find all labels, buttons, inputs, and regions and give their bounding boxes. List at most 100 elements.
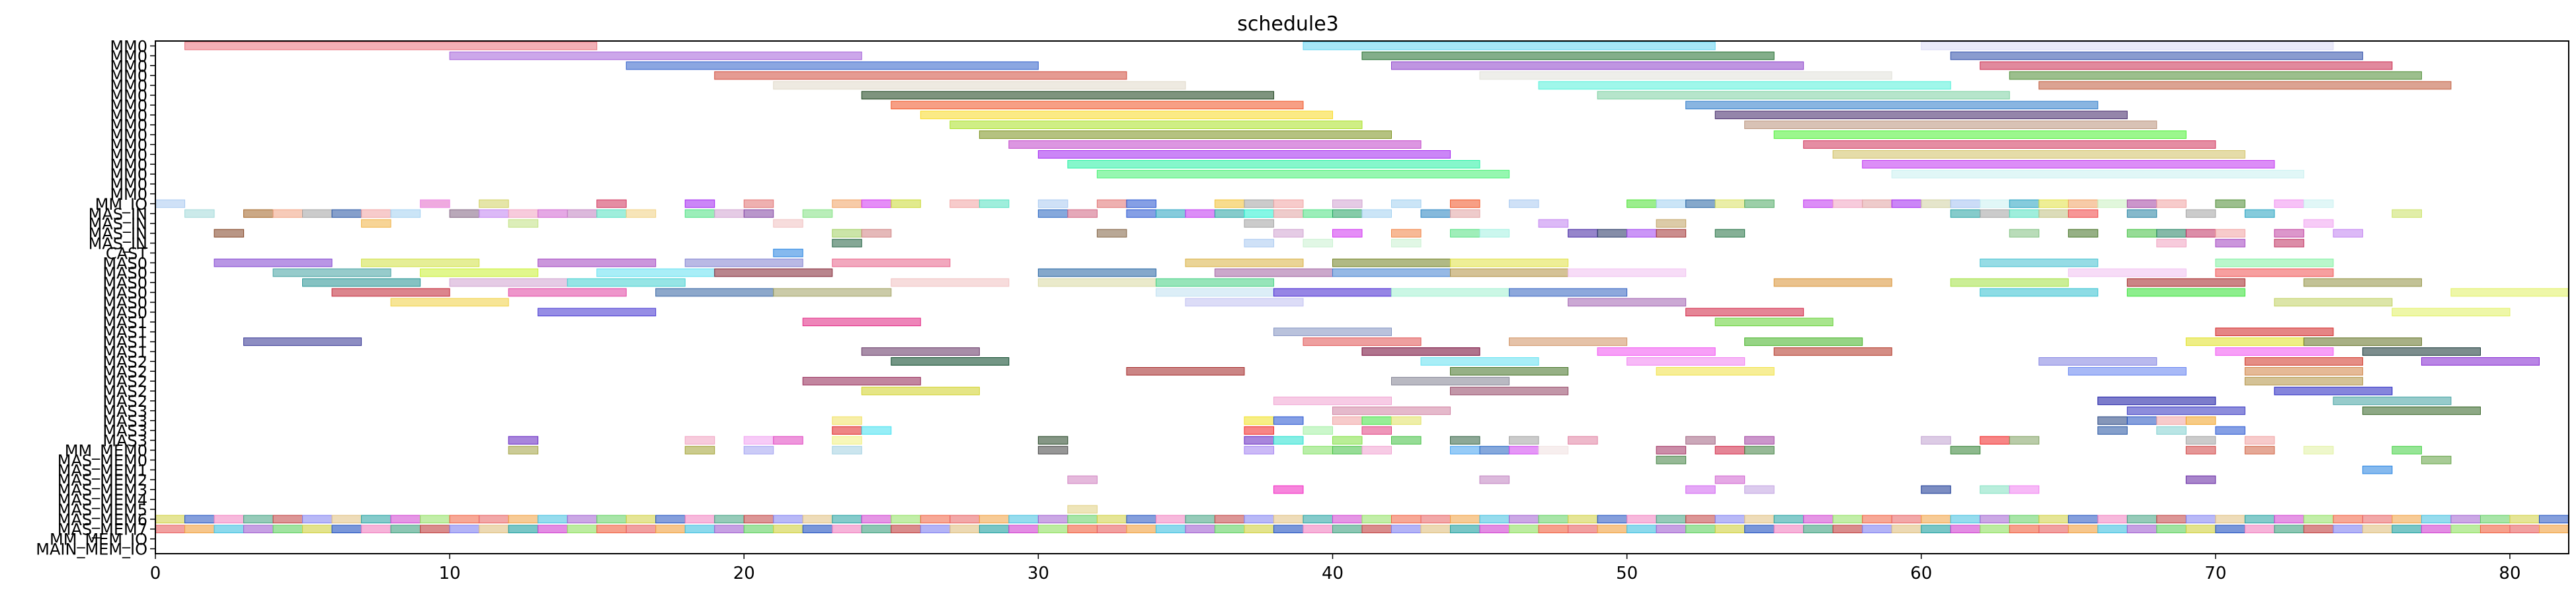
task-bar <box>1627 525 1657 534</box>
task-bar <box>596 515 627 524</box>
task-bar <box>2185 475 2216 484</box>
y-tick-label: MAS0 <box>102 264 147 282</box>
task-bar <box>1450 259 1569 267</box>
task-bar <box>832 259 951 267</box>
task-bar <box>802 525 833 534</box>
task-bar <box>1361 525 1392 534</box>
task-bar <box>920 110 1333 120</box>
task-bar <box>979 515 1010 524</box>
y-tick-label: MAS2 <box>102 353 147 371</box>
y-tick-label: MAS0 <box>102 294 147 312</box>
task-bar <box>2538 515 2569 524</box>
task-bar <box>1303 426 1333 435</box>
task-bar <box>2038 81 2452 90</box>
task-bar <box>1155 525 1186 534</box>
task-bar <box>891 357 1010 366</box>
task-bar <box>2097 515 2128 524</box>
task-bar <box>1185 209 1215 218</box>
task-bar <box>1391 525 1422 534</box>
task-bar <box>1744 120 2157 129</box>
task-bar <box>1568 525 1598 534</box>
y-tick-label: MAS_MEM3 <box>58 481 147 499</box>
task-bar <box>1714 475 1746 484</box>
y-tick-label: MAS2 <box>102 392 147 411</box>
task-bar <box>1332 406 1451 415</box>
task-bar <box>2068 366 2187 376</box>
task-bar <box>243 209 274 218</box>
task-bar <box>1891 169 2304 179</box>
task-bar <box>2156 515 2187 524</box>
task-bar <box>832 199 862 208</box>
task-bar <box>1244 426 1274 435</box>
task-bar <box>1303 525 1333 534</box>
task-bar <box>214 515 245 524</box>
task-bar <box>2303 278 2422 287</box>
task-bar <box>2362 515 2393 524</box>
task-bar <box>1214 199 1245 208</box>
task-bar <box>1126 366 1245 376</box>
task-bar <box>949 120 1363 129</box>
x-axis: 0 10 20 30 40 50 60 70 80 <box>150 554 2521 583</box>
task-bar <box>979 130 1392 139</box>
task-bar <box>2244 436 2275 445</box>
task-bar <box>243 515 274 524</box>
task-bar <box>2362 525 2393 534</box>
y-tick-label: MAS_MEM4 <box>58 491 147 509</box>
task-bar <box>184 209 215 218</box>
task-bar <box>625 209 657 218</box>
task-bar <box>1450 515 1480 524</box>
task-bar <box>420 199 450 208</box>
task-bar <box>1185 298 1304 307</box>
task-bar <box>1037 515 1068 524</box>
y-tick-label: MAS2 <box>102 372 147 391</box>
task-bar <box>1685 199 1716 208</box>
task-bar <box>655 525 686 534</box>
task-bar <box>2126 209 2157 218</box>
task-bar <box>1244 219 1274 228</box>
task-bar <box>449 209 480 218</box>
task-bar <box>1126 525 1156 534</box>
task-bar <box>714 209 745 218</box>
task-bar <box>1685 308 1804 317</box>
task-bar <box>390 298 509 307</box>
task-bar <box>1244 209 1274 218</box>
task-bar <box>1450 386 1569 396</box>
task-bar <box>2333 525 2363 534</box>
task-bar <box>361 515 391 524</box>
task-bar <box>2450 515 2481 524</box>
y-tick-label: MAS_MEM6 <box>58 511 147 529</box>
y-tick-label: MM0 <box>110 126 147 145</box>
task-bar <box>861 229 892 237</box>
task-bar <box>773 436 803 445</box>
task-bar <box>1597 515 1628 524</box>
task-bar <box>2156 416 2187 425</box>
task-bar <box>2215 327 2334 336</box>
task-bar <box>1096 169 1510 179</box>
task-bar <box>1155 515 1186 524</box>
task-bar <box>2392 308 2511 317</box>
y-tick-label: MM0 <box>110 87 147 105</box>
task-bar <box>1627 515 1657 524</box>
task-bar <box>2362 466 2393 474</box>
task-bar <box>1273 436 1304 445</box>
task-bar <box>2215 229 2245 237</box>
task-bar <box>2274 386 2393 396</box>
task-bar <box>1273 199 1304 208</box>
task-bar <box>1303 209 1333 218</box>
task-bar <box>1214 515 1245 524</box>
task-bar <box>2244 376 2363 386</box>
task-bar <box>2097 396 2216 406</box>
task-bar <box>2038 515 2069 524</box>
task-bar <box>479 525 509 534</box>
task-bar <box>1714 525 1746 534</box>
task-bar <box>508 515 539 524</box>
task-bar <box>2009 209 2040 218</box>
task-bar <box>1921 515 1951 524</box>
task-bar <box>2009 485 2040 494</box>
task-bar <box>2450 525 2481 534</box>
task-bar <box>538 515 568 524</box>
task-bar <box>449 515 480 524</box>
task-bar <box>479 515 509 524</box>
task-bar <box>1450 525 1480 534</box>
y-tick-label: MAIN_MEM_IO <box>36 540 147 559</box>
